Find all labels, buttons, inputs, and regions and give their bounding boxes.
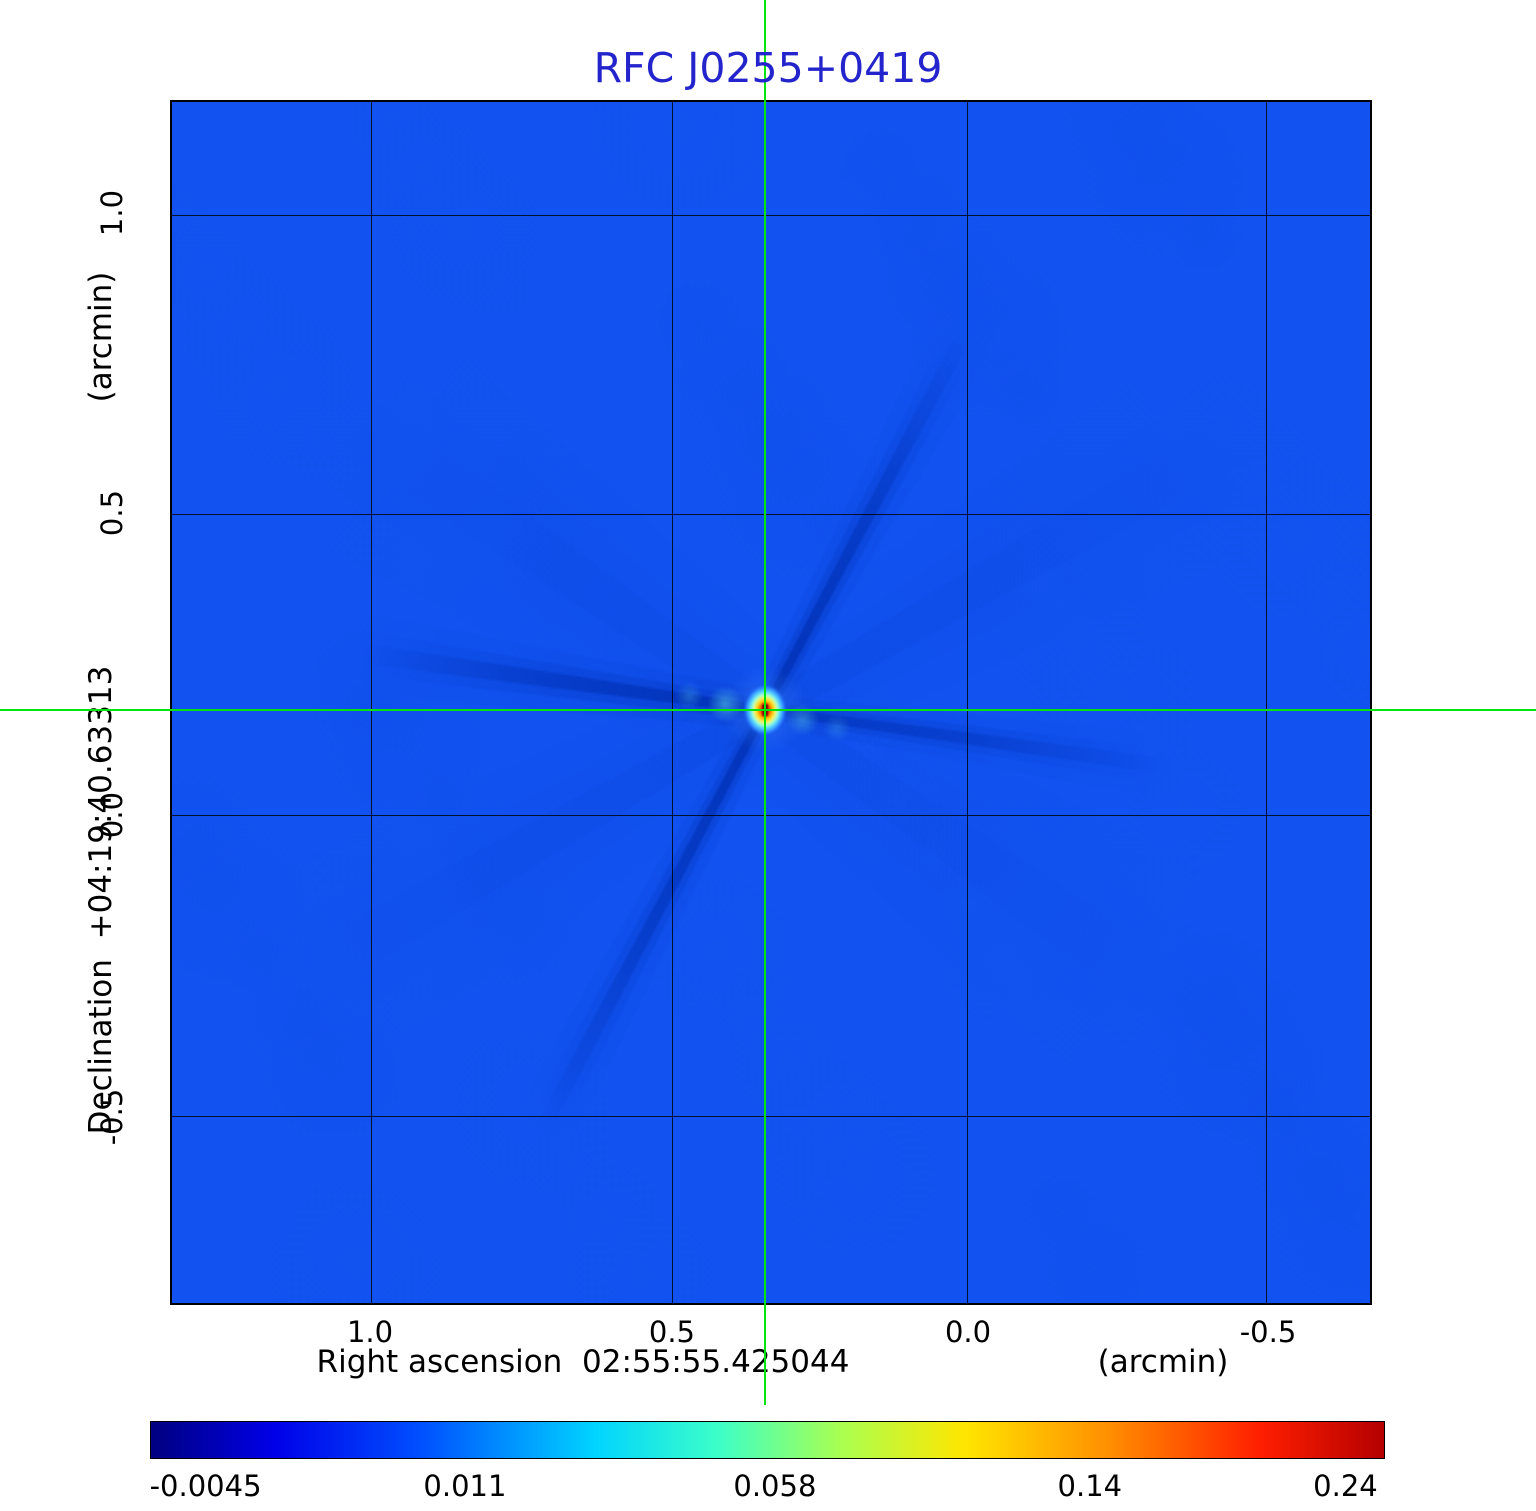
x-axis-label: Right ascension 02:55:55.425044 — [316, 1344, 850, 1380]
y-tick-label: 1.0 — [95, 189, 129, 237]
x-axis-unit-label: (arcmin) — [1097, 1344, 1229, 1380]
colorbar-label: -0.0045 — [149, 1469, 262, 1503]
gridline-horizontal — [172, 814, 1370, 816]
y-axis-unit-label: (arcmin) — [83, 271, 119, 403]
x-tick-label: -0.5 — [1239, 1315, 1297, 1349]
sky-map-plot — [170, 100, 1372, 1305]
crosshair-vertical — [763, 0, 766, 1405]
gridline-horizontal — [172, 1115, 1370, 1117]
y-tick-label: 0.5 — [95, 489, 129, 537]
colorbar-label: 0.24 — [1313, 1469, 1378, 1503]
gridline-horizontal — [172, 214, 1370, 216]
gridline-vertical — [371, 102, 373, 1303]
gridline-vertical — [967, 102, 969, 1303]
x-tick-label: 0.5 — [648, 1315, 696, 1349]
chart-title: RFC J0255+0419 — [593, 44, 943, 92]
colorbar-label: 0.058 — [733, 1469, 817, 1503]
gridline-horizontal — [172, 513, 1370, 515]
colorbar — [150, 1421, 1385, 1459]
crosshair-horizontal — [0, 708, 1536, 711]
x-tick-label: 1.0 — [346, 1315, 394, 1349]
colorbar-label: 0.011 — [423, 1469, 507, 1503]
colorbar-label: 0.14 — [1057, 1469, 1123, 1503]
x-tick-label: 0.0 — [944, 1315, 992, 1349]
gridline-vertical — [1266, 102, 1268, 1303]
sky-map-canvas — [172, 102, 1370, 1303]
y-axis-label: Declination +04:19:40.63313 — [83, 665, 119, 1135]
gridline-vertical — [672, 102, 674, 1303]
